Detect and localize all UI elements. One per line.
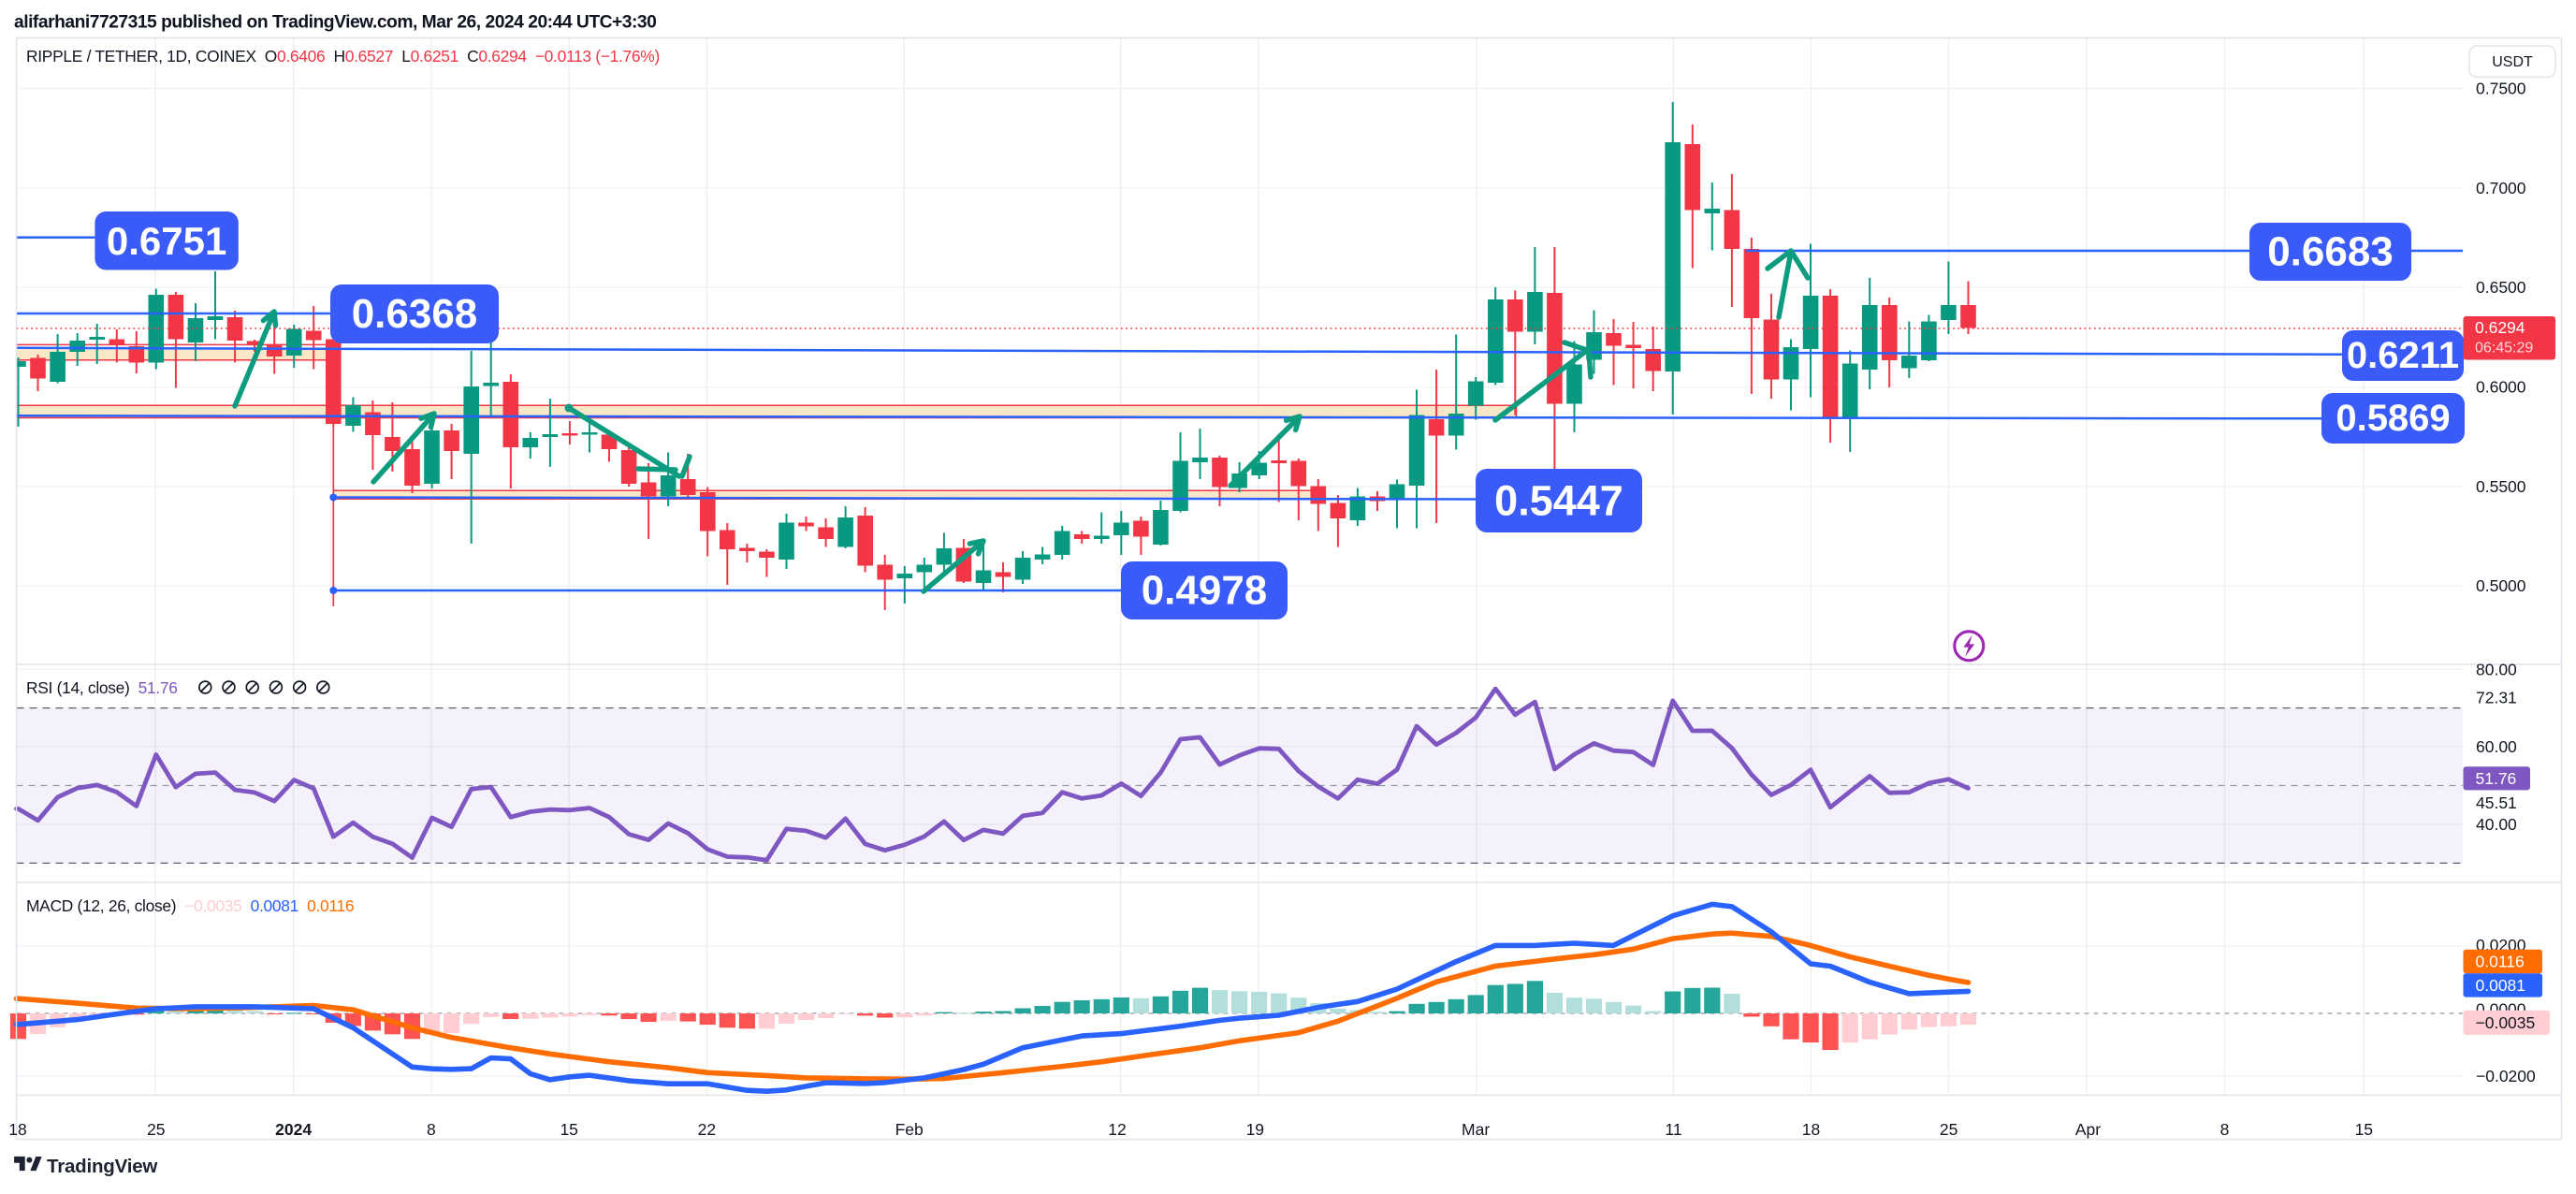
svg-text:2024: 2024: [275, 1120, 312, 1139]
svg-text:0.7500: 0.7500: [2476, 80, 2526, 98]
svg-text:25: 25: [147, 1120, 165, 1139]
svg-text:RIPPLE / TETHER, 1D, COINEX O: RIPPLE / TETHER, 1D, COINEX O0.6406 H0.6…: [26, 47, 660, 66]
svg-text:51.76: 51.76: [2476, 769, 2517, 788]
svg-text:0.6500: 0.6500: [2476, 278, 2526, 297]
svg-text:80.00: 80.00: [2476, 660, 2517, 678]
svg-text:0.0116: 0.0116: [2476, 953, 2525, 971]
svg-text:0.6751: 0.6751: [107, 219, 226, 263]
svg-text:−0.0035: −0.0035: [2476, 1013, 2536, 1032]
svg-text:40.00: 40.00: [2476, 815, 2517, 834]
svg-text:72.31: 72.31: [2476, 688, 2517, 706]
svg-text:0.6368: 0.6368: [352, 291, 478, 337]
svg-text:0.5447: 0.5447: [1494, 477, 1623, 525]
svg-text:0.0081: 0.0081: [2476, 976, 2526, 995]
svg-text:8: 8: [2220, 1120, 2230, 1139]
svg-text:45.51: 45.51: [2476, 794, 2517, 812]
svg-text:0.5500: 0.5500: [2476, 477, 2526, 496]
svg-text:USDT: USDT: [2492, 54, 2533, 70]
svg-text:alifarhani7727315 published on: alifarhani7727315 published on TradingVi…: [14, 13, 656, 33]
svg-text:−0.0200: −0.0200: [2476, 1067, 2536, 1085]
svg-text:0.6683: 0.6683: [2267, 229, 2394, 275]
svg-text:25: 25: [1940, 1120, 1957, 1139]
svg-text:MACD (12, 26, close) −0.0035: MACD (12, 26, close) −0.0035 0.0081 0.01…: [26, 896, 354, 915]
svg-text:15: 15: [2355, 1120, 2373, 1139]
svg-text:18: 18: [1802, 1120, 1820, 1139]
svg-text:15: 15: [560, 1120, 577, 1139]
svg-text:11: 11: [1665, 1120, 1681, 1139]
svg-text:0.6000: 0.6000: [2476, 378, 2526, 397]
svg-text:0.6294: 0.6294: [2475, 318, 2525, 337]
svg-text:0.5869: 0.5869: [2336, 398, 2450, 439]
svg-text:Feb: Feb: [895, 1120, 924, 1139]
svg-text:06:45:29: 06:45:29: [2475, 341, 2533, 357]
svg-text:12: 12: [1108, 1120, 1126, 1139]
svg-text:Apr: Apr: [2075, 1120, 2101, 1139]
svg-text:0.7000: 0.7000: [2476, 179, 2526, 197]
svg-text:Mar: Mar: [1462, 1120, 1490, 1139]
svg-text:22: 22: [698, 1120, 716, 1139]
svg-text:60.00: 60.00: [2476, 737, 2517, 756]
svg-text:18: 18: [8, 1120, 26, 1139]
svg-text:0.5000: 0.5000: [2476, 576, 2526, 595]
svg-text:0.4978: 0.4978: [1142, 568, 1268, 614]
svg-text:RSI (14, close) 51.76: RSI (14, close) 51.76: [26, 678, 178, 697]
svg-text:TradingView: TradingView: [47, 1156, 157, 1177]
svg-text:19: 19: [1246, 1120, 1264, 1139]
svg-text:8: 8: [427, 1120, 436, 1139]
svg-text:0.6211: 0.6211: [2347, 335, 2459, 376]
